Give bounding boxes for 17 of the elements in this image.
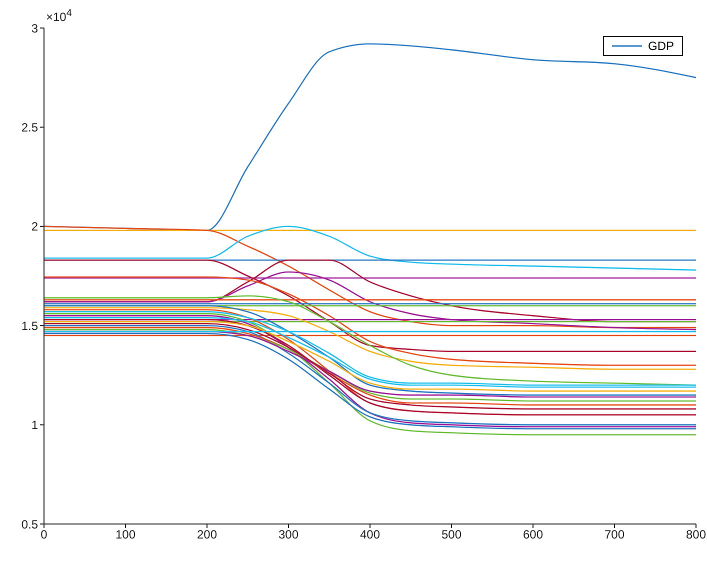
y-tick-label: 1.5 [21,318,38,333]
x-tick-label: 700 [604,528,625,542]
x-tick-label: 600 [522,528,544,542]
y-tick-label: 2 [31,220,38,234]
y-tick-label: 1 [31,418,38,432]
legend-label: GDP [648,39,674,53]
x-tick-label: 300 [278,528,299,542]
x-tick-label: 0 [40,528,48,542]
y-tick-label: 2.5 [21,120,38,134]
text: ×10$^{4}$ [46,8,72,24]
y-tick-label: 0.5 [21,517,38,532]
x-tick-label: 800 [686,528,706,542]
y-tick-label: 3 [31,21,38,36]
x-tick-label: 200 [196,528,218,542]
x-tick-label: 400 [360,528,380,542]
x-tick-label: 100 [115,528,136,542]
x-tick-label: 500 [441,528,462,542]
